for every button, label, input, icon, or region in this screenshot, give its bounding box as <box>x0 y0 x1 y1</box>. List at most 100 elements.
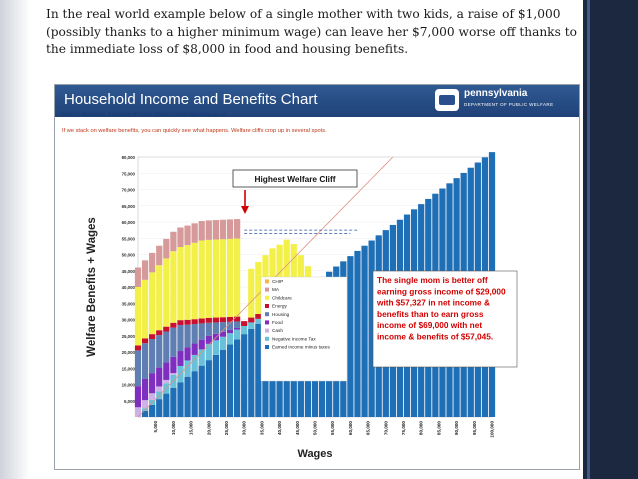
legend-label: Childcare <box>272 295 292 300</box>
bar-segment-food <box>191 343 198 355</box>
bar-segment-childcare <box>149 272 156 335</box>
slide-right-edge <box>583 0 638 479</box>
bar-segment-earned-income-minus-taxes <box>141 410 149 417</box>
y-tick-label: 45,000 <box>122 269 136 274</box>
bar-segment-food <box>156 367 163 387</box>
callout-label: Highest Welfare Cliff <box>255 174 336 184</box>
x-tick-label: 60,000 <box>348 421 353 435</box>
welfare-chart: 80,000 75,000 70,000 65,000 60,000 55,000 50,0… <box>86 152 518 460</box>
bar-segment-energy <box>219 317 227 323</box>
bar-segment-negative-income-tax <box>212 340 220 355</box>
bar-segment-negative-income-tax <box>191 354 198 372</box>
bar-segment-childcare <box>276 244 283 304</box>
annotation-text-line: income & benefits of $57,045. <box>377 332 493 342</box>
bar-segment-childcare <box>177 247 184 321</box>
bar-segment-ma <box>177 227 184 248</box>
bar-segment-childcare <box>170 251 177 323</box>
bar-segment-childcare <box>191 242 198 320</box>
x-tick-label: 35,000 <box>259 421 264 435</box>
bar-segment-childcare <box>283 239 290 299</box>
bar-segment-ma <box>184 225 191 246</box>
x-tick-label: 50,000 <box>313 421 318 435</box>
bar-segment-cash <box>156 386 163 392</box>
x-tick-label: 5,000 <box>153 421 158 433</box>
bar-segment-energy <box>163 326 170 332</box>
intro-paragraph: In the real world example below of a sin… <box>46 7 577 56</box>
bar-segment-earned-income-minus-taxes <box>191 371 198 417</box>
x-tick-label: 70,000 <box>383 421 388 435</box>
bar-segment-energy <box>134 345 142 351</box>
y-axis-title: Welfare Benefits + Wages <box>86 217 98 357</box>
bar-segment-earned-income-minus-taxes <box>163 393 170 417</box>
bar-segment-earned-income-minus-taxes <box>368 240 375 417</box>
x-tick-label: 10,000 <box>171 421 176 435</box>
legend-swatch <box>265 336 269 341</box>
bar-segment-earned-income-minus-taxes <box>170 387 177 417</box>
bar-segment-ma <box>226 219 234 239</box>
x-tick-label: 55,000 <box>330 421 335 435</box>
bar-segment-housing <box>177 325 184 352</box>
slide-accent-stripe <box>587 0 590 479</box>
bar-segment-energy <box>248 317 255 323</box>
legend-box <box>260 276 348 382</box>
bar-segment-negative-income-tax <box>241 326 248 335</box>
bar-segment-childcare <box>134 287 142 346</box>
bar-segment-earned-income-minus-taxes <box>241 334 248 417</box>
y-tick-label: 40,000 <box>122 285 136 290</box>
y-tick-label: 50,000 <box>122 253 136 258</box>
chart-title-bar: Household Income and Benefits Chart penn… <box>55 85 579 117</box>
bar-segment-ma <box>163 238 170 259</box>
legend-label: Housing <box>272 312 290 317</box>
credit-line: Gary D. Alexander, Secretary of Public W… <box>62 112 226 118</box>
bar-segment-cash <box>149 393 156 400</box>
note-line: If we stack on welfare benefits, you can… <box>62 128 327 134</box>
annotation-text-line: with $57,327 in net income & <box>376 298 490 308</box>
bar-segment-energy <box>184 319 191 325</box>
bar-segment-energy <box>233 316 241 322</box>
y-tick-label: 65,000 <box>122 204 136 209</box>
bar-segment-energy <box>141 338 149 344</box>
bar-segment-housing <box>134 350 142 387</box>
bar-segment-housing <box>191 324 198 344</box>
bar-segment-cash <box>170 373 177 375</box>
bar-segment-earned-income-minus-taxes <box>255 323 262 417</box>
bar-segment-energy <box>255 313 262 319</box>
bar-segment-childcare <box>226 238 234 317</box>
bar-segment-childcare <box>255 261 262 314</box>
bar-segment-earned-income-minus-taxes <box>233 339 241 417</box>
bar-segment-earned-income-minus-taxes <box>177 382 184 417</box>
bar-segment-energy <box>198 318 205 324</box>
y-tick-label: 70,000 <box>122 188 136 193</box>
bar-segment-energy <box>149 334 156 339</box>
bar-segment-childcare <box>297 255 304 288</box>
logo-name: pennsylvania <box>464 88 528 99</box>
y-tick-label: 15,000 <box>122 366 136 371</box>
y-tick-label: 10,000 <box>122 383 136 388</box>
legend-label: Food <box>272 320 283 325</box>
y-tick-label: 60,000 <box>122 220 136 225</box>
bar-segment-housing <box>212 322 220 334</box>
callout-box <box>232 169 358 188</box>
logo-subtitle: DEPARTMENT OF PUBLIC WELFARE <box>464 102 554 107</box>
bar-segment-earned-income-minus-taxes <box>212 354 220 417</box>
bar-segment-earned-income-minus-taxes <box>184 376 191 417</box>
x-tick-label: 45,000 <box>295 421 300 435</box>
bar-segment-negative-income-tax <box>184 360 191 377</box>
bar-segment-housing <box>198 323 205 340</box>
bar-segment-earned-income-minus-taxes <box>361 245 368 417</box>
bar-segment-housing <box>205 322 212 336</box>
bar-segment-childcare <box>248 268 255 318</box>
legend-swatch <box>265 304 269 308</box>
bar-segment-earned-income-minus-taxes <box>219 349 227 417</box>
bar-segment-housing <box>163 331 170 363</box>
bar-segment-ma <box>156 245 163 266</box>
bar-segment-earned-income-minus-taxes <box>198 365 205 417</box>
y-tick-label: 55,000 <box>122 236 136 241</box>
bar-segment-ma <box>149 252 156 273</box>
bar-segment-food <box>233 327 241 330</box>
x-tick-label: 40,000 <box>277 421 282 435</box>
y-tick-label: 5,000 <box>124 399 136 404</box>
bar-segment-negative-income-tax <box>205 343 212 361</box>
x-tick-label: 75,000 <box>401 421 406 435</box>
